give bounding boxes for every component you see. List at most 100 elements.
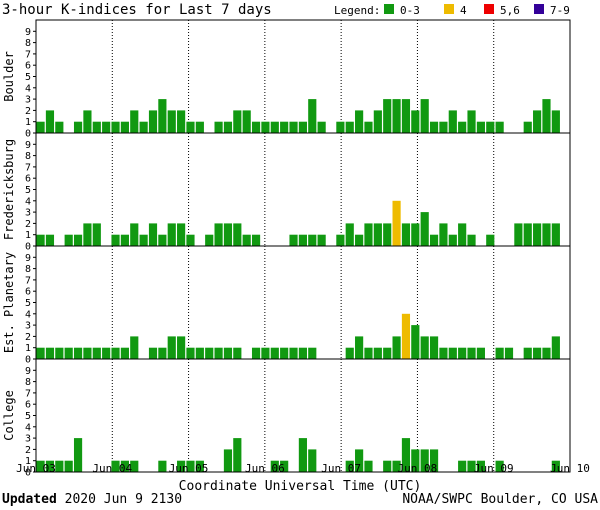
k-index-bar <box>476 460 485 472</box>
k-index-bar <box>233 347 242 359</box>
y-tick-label: 9 <box>25 27 31 38</box>
k-index-bar <box>251 347 261 359</box>
y-tick-label: 2 <box>25 332 31 343</box>
k-index-bar <box>92 223 101 246</box>
k-index-bar <box>392 460 401 472</box>
k-index-bar <box>45 347 55 359</box>
k-index-bar <box>383 460 392 472</box>
k-index-bar <box>130 460 139 472</box>
y-tick-label: 0 <box>25 129 31 140</box>
k-index-bar <box>167 336 176 359</box>
k-index-bar <box>467 234 476 246</box>
k-index-bar <box>270 460 279 472</box>
k-index-bar <box>148 223 158 246</box>
k-index-bar <box>401 438 411 472</box>
station-label: Boulder <box>2 51 16 102</box>
k-index-bar <box>476 347 485 359</box>
k-index-bar <box>542 99 551 133</box>
x-tick-label: Jun 07 <box>321 462 361 475</box>
k-index-bar <box>411 325 420 359</box>
k-index-bar <box>102 121 111 133</box>
k-index-bar <box>195 347 204 359</box>
k-index-bar <box>261 347 270 359</box>
k-index-bar <box>45 234 55 246</box>
k-index-bar <box>36 347 45 359</box>
legend-entry-label: 0-3 <box>400 4 420 17</box>
k-index-bar <box>298 121 307 133</box>
k-index-bar <box>120 347 129 359</box>
k-index-bar <box>420 336 429 359</box>
legend-swatch <box>384 4 394 14</box>
x-tick-label: Jun 05 <box>169 462 209 475</box>
k-index-bar <box>130 110 139 133</box>
k-index-bar <box>458 223 467 246</box>
k-index-bar <box>223 347 233 359</box>
k-index-bar <box>111 347 120 359</box>
k-index-bar <box>195 121 204 133</box>
k-index-bar <box>64 234 73 246</box>
k-index-bar <box>233 438 242 472</box>
k-index-bar <box>392 99 401 133</box>
k-index-bar <box>383 223 392 246</box>
k-index-bar <box>392 200 401 246</box>
k-index-bar <box>345 121 354 133</box>
k-index-bar <box>242 234 251 246</box>
k-index-bar <box>102 347 111 359</box>
k-index-bar <box>317 121 326 133</box>
y-tick-label: 1 <box>25 343 31 354</box>
k-index-bar <box>270 347 279 359</box>
k-index-bar <box>364 121 373 133</box>
y-tick-label: 4 <box>25 309 31 320</box>
y-tick-label: 5 <box>25 185 31 196</box>
k-index-bar <box>148 347 158 359</box>
k-index-bar <box>130 336 139 359</box>
station-label: Est. Planetary <box>2 252 16 353</box>
k-index-bar <box>308 347 317 359</box>
k-index-bar <box>298 347 307 359</box>
k-index-bar <box>158 234 167 246</box>
y-tick-label: 9 <box>25 253 31 264</box>
k-index-bar <box>523 121 532 133</box>
k-index-bar <box>36 460 45 472</box>
k-index-bar <box>83 110 92 133</box>
y-tick-label: 9 <box>25 140 31 151</box>
k-index-bar <box>486 121 495 133</box>
k-index-bar <box>308 449 317 472</box>
k-index-bar <box>280 460 289 472</box>
k-index-bar <box>308 234 317 246</box>
updated-label: Updated <box>2 492 57 507</box>
k-index-bar <box>205 347 214 359</box>
y-tick-label: 1 <box>25 456 31 467</box>
k-index-bar <box>298 234 307 246</box>
k-index-bar <box>111 121 120 133</box>
k-index-bar <box>242 110 251 133</box>
k-index-bar <box>495 460 504 472</box>
k-index-bar <box>448 110 457 133</box>
panel-frame <box>35 132 571 247</box>
y-tick-label: 3 <box>25 321 31 332</box>
k-index-bar <box>177 460 186 472</box>
k-index-bar <box>439 347 448 359</box>
y-tick-label: 6 <box>25 287 31 298</box>
k-index-bar <box>251 121 261 133</box>
updated-value: 2020 Jun 9 2130 <box>65 492 182 507</box>
legend-label: Legend: <box>334 4 380 17</box>
k-index-bar <box>223 223 233 246</box>
y-tick-label: 8 <box>25 151 31 162</box>
k-index-bar <box>139 234 148 246</box>
legend-entry-label: 4 <box>460 4 467 17</box>
k-index-bar <box>177 336 186 359</box>
k-index-bar <box>429 449 439 472</box>
k-index-bar <box>551 110 560 133</box>
k-index-bar <box>458 347 467 359</box>
y-tick-label: 9 <box>25 366 31 377</box>
k-index-bar <box>523 223 532 246</box>
k-index-bar <box>439 223 448 246</box>
x-tick-label: Jun 10 <box>550 462 590 475</box>
k-index-bar <box>73 438 83 472</box>
chart-title: 3-hour K-indices for Last 7 days <box>2 2 272 18</box>
legend-entry-label: 5,6 <box>500 4 520 17</box>
y-tick-label: 6 <box>25 61 31 72</box>
